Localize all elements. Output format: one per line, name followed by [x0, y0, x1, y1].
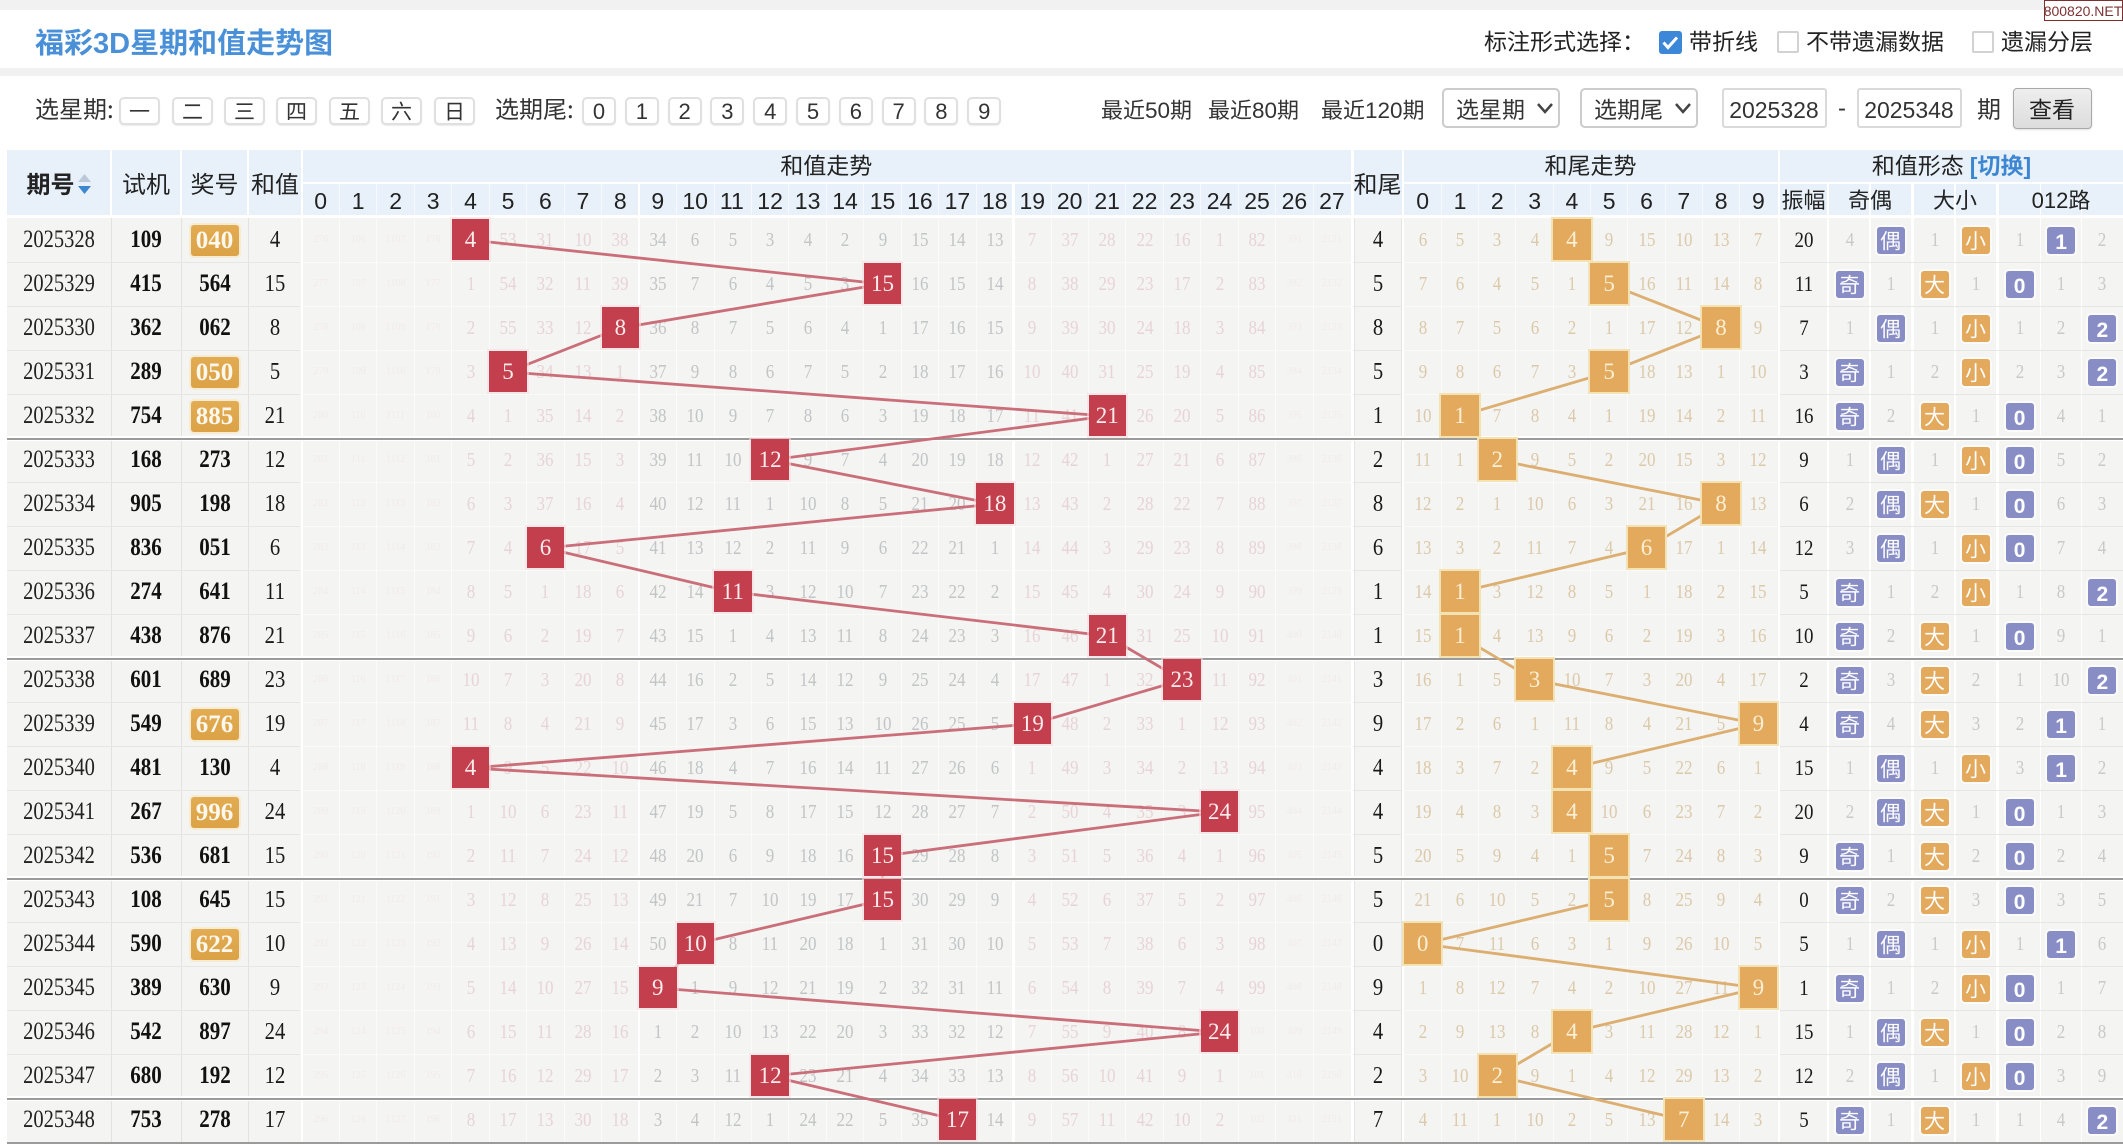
svg-text:8: 8 [935, 99, 947, 124]
svg-text:0: 0 [2014, 1067, 2026, 1090]
svg-text:0: 0 [2014, 891, 2026, 914]
svg-text:120: 120 [1365, 98, 1403, 123]
svg-text:-: - [1838, 95, 1846, 122]
svg-text:5: 5 [1603, 188, 1616, 214]
svg-text:23: 23 [1169, 188, 1195, 214]
svg-text:0: 0 [2014, 803, 2026, 826]
svg-text:4: 4 [464, 188, 477, 214]
svg-text:0: 0 [593, 99, 605, 124]
svg-text:7: 7 [893, 99, 905, 124]
svg-text:7: 7 [1677, 188, 1690, 214]
svg-text:21: 21 [1094, 188, 1120, 214]
svg-text:0: 0 [2014, 275, 2026, 298]
svg-text:20: 20 [1057, 188, 1083, 214]
svg-text:0: 0 [2014, 539, 2026, 562]
svg-text:2: 2 [389, 188, 402, 214]
svg-text:2: 2 [2097, 583, 2109, 606]
svg-text:2: 2 [2097, 319, 2109, 342]
svg-text:16: 16 [907, 188, 933, 214]
svg-text:0: 0 [2014, 627, 2026, 650]
svg-text:13: 13 [795, 188, 821, 214]
svg-text:5: 5 [807, 99, 819, 124]
svg-text:7: 7 [577, 188, 590, 214]
svg-text:0: 0 [2014, 1023, 2026, 1046]
svg-text:0: 0 [2014, 979, 2026, 1002]
svg-text:27: 27 [1319, 188, 1345, 214]
svg-text:1: 1 [1454, 188, 1467, 214]
svg-text:12: 12 [757, 188, 783, 214]
svg-text:2: 2 [679, 99, 691, 124]
svg-text:0: 0 [2014, 495, 2026, 518]
svg-text:1: 1 [2055, 715, 2067, 738]
svg-text:0: 0 [2014, 847, 2026, 870]
svg-text:25: 25 [1244, 188, 1270, 214]
svg-text:17: 17 [945, 188, 971, 214]
svg-text:2025328: 2025328 [1729, 97, 1819, 123]
svg-text:14: 14 [832, 188, 858, 214]
svg-text:2: 2 [2097, 671, 2109, 694]
svg-text:800820.NET: 800820.NET [2044, 3, 2123, 19]
svg-text:8: 8 [614, 188, 627, 214]
svg-text:012: 012 [2032, 188, 2069, 213]
svg-text:4: 4 [764, 99, 776, 124]
svg-text:10: 10 [682, 188, 708, 214]
svg-text:1: 1 [2055, 231, 2067, 254]
svg-text:1: 1 [636, 99, 648, 124]
svg-text:3: 3 [721, 99, 733, 124]
svg-text:24: 24 [1207, 188, 1233, 214]
svg-text:6: 6 [1640, 188, 1653, 214]
svg-text:0: 0 [1416, 188, 1429, 214]
svg-text:6: 6 [539, 188, 552, 214]
svg-text:1: 1 [2055, 759, 2067, 782]
svg-text:2: 2 [1491, 188, 1504, 214]
svg-text:0: 0 [2014, 407, 2026, 430]
svg-text:15: 15 [870, 188, 896, 214]
svg-text:9: 9 [651, 188, 664, 214]
svg-text:]: ] [2024, 153, 2032, 179]
svg-text:11: 11 [720, 188, 744, 214]
svg-text:80: 80 [1252, 98, 1277, 123]
svg-text:3D: 3D [93, 28, 130, 60]
svg-text:0: 0 [2014, 451, 2026, 474]
svg-text:26: 26 [1282, 188, 1308, 214]
svg-text:8: 8 [1715, 188, 1728, 214]
svg-text:[: [ [1970, 153, 1978, 179]
svg-text:22: 22 [1132, 188, 1158, 214]
svg-text:18: 18 [982, 188, 1008, 214]
svg-text:3: 3 [427, 188, 440, 214]
svg-text:5: 5 [502, 188, 515, 214]
svg-text:50: 50 [1145, 98, 1170, 123]
svg-text:19: 19 [1020, 188, 1046, 214]
svg-text:1: 1 [352, 188, 365, 214]
svg-text:3: 3 [1528, 188, 1541, 214]
svg-text:2: 2 [2097, 363, 2109, 386]
svg-text:2: 2 [2097, 1111, 2109, 1134]
svg-text:9: 9 [978, 99, 990, 124]
svg-text:1: 1 [2055, 935, 2067, 958]
svg-text:9: 9 [1752, 188, 1765, 214]
svg-text:6: 6 [850, 99, 862, 124]
svg-text:0: 0 [314, 188, 327, 214]
svg-text:4: 4 [1566, 188, 1579, 214]
svg-text:2025348: 2025348 [1864, 97, 1954, 123]
